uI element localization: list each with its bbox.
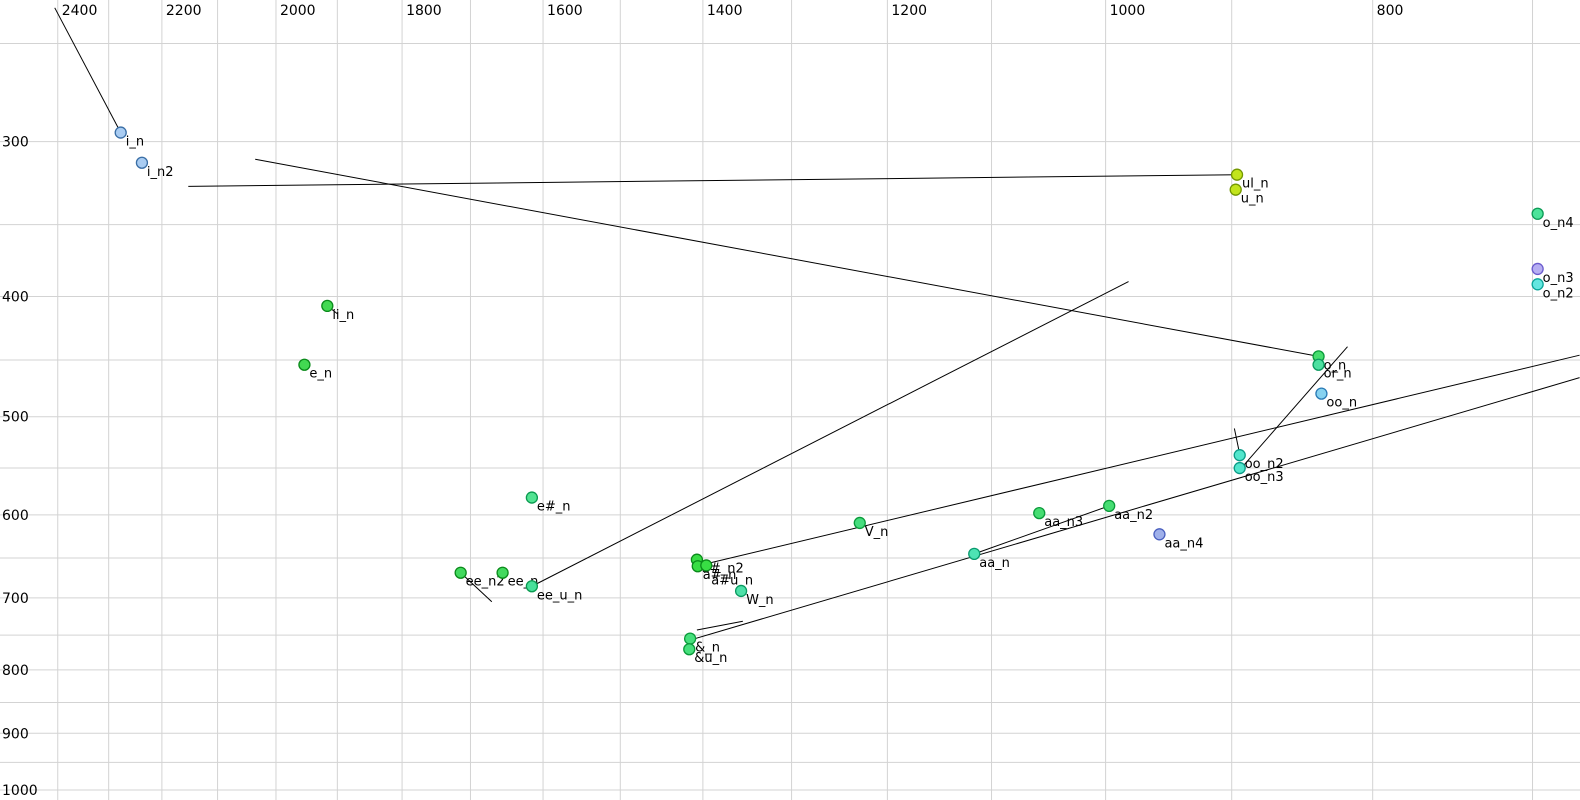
data-point-ee_n[interactable] (496, 566, 509, 579)
point-label: oo_n (1326, 396, 1357, 411)
y-tick-label: 1000 (2, 783, 38, 799)
data-point-aa_n[interactable] (968, 547, 981, 561)
data-point-i_n[interactable] (114, 126, 127, 139)
trajectory-line (188, 174, 1238, 187)
y-tick-label: 300 (2, 135, 29, 151)
data-point-ee_u_n[interactable] (525, 580, 539, 593)
trajectory-line (255, 158, 1319, 357)
point-label: V_n (865, 525, 889, 540)
x-tick-label: 1000 (1110, 3, 1146, 19)
data-point-o_n3[interactable] (1531, 262, 1544, 276)
point-label: ul_n (1242, 177, 1269, 192)
y-tick-label: 800 (2, 663, 29, 679)
data-point-aa_n2[interactable] (1103, 499, 1116, 513)
data-point-oo_n[interactable] (1315, 387, 1328, 400)
x-tick-label: 800 (1377, 3, 1404, 19)
trajectory-line (706, 354, 1580, 565)
data-point-oo_n2[interactable] (1233, 449, 1246, 462)
data-point-e#_n[interactable] (525, 491, 539, 504)
trajectory-line (974, 505, 1110, 555)
point-label: aa_n3 (1044, 515, 1083, 530)
data-point-ul_n[interactable] (1230, 168, 1244, 181)
y-tick-label: 600 (2, 508, 29, 524)
data-point-i_n2[interactable] (135, 156, 149, 169)
x-tick-label: 2400 (62, 3, 98, 19)
trajectory-lines (54, 7, 1580, 641)
point-label: o_n4 (1543, 216, 1574, 231)
x-tick-label: 2200 (166, 3, 202, 19)
point-label: aa_n2 (1114, 508, 1153, 523)
point-label: o_n3 (1543, 271, 1574, 286)
data-point-o_n4[interactable] (1531, 207, 1544, 220)
data-point-ee_n2[interactable] (454, 566, 467, 579)
point-label: oo_n3 (1245, 470, 1284, 485)
x-tick-label: 1400 (707, 3, 743, 19)
trajectory-line (1236, 346, 1348, 474)
axis-tick-labels: 2400 2200 2000 1800 1600 1400 1200 1000 800 300 40… (2, 3, 1403, 799)
data-point-o_n2[interactable] (1531, 278, 1544, 291)
point-label: ii_n (332, 308, 354, 323)
point-label: W_n (746, 593, 774, 608)
point-label: &_n (695, 641, 720, 656)
point-label: e_n (309, 367, 332, 382)
trajectory-line (689, 377, 1580, 641)
point-label: o_n (1324, 358, 1347, 373)
x-tick-label: 1800 (406, 3, 442, 19)
x-tick-label: 1600 (547, 3, 583, 19)
point-label: oo_n2 (1245, 457, 1284, 472)
point-label: ee_n2 (466, 575, 505, 590)
trajectory-line (54, 7, 122, 133)
point-label: &u_n (694, 651, 727, 666)
point-label: o_n2 (1543, 286, 1574, 301)
data-point-oo_n3[interactable] (1233, 461, 1246, 475)
data-point-e_n[interactable] (298, 358, 311, 371)
point-label: aa_n (979, 556, 1010, 571)
point-label: a#u_n (711, 573, 753, 588)
point-label: u_n (1241, 192, 1264, 207)
trajectory-line (531, 281, 1129, 587)
data-point-u_n[interactable] (1229, 183, 1242, 196)
x-tick-label: 2000 (280, 3, 316, 19)
point-label: i_n (126, 135, 144, 150)
point-label: ee_u_n (537, 588, 582, 603)
data-point-W_n[interactable] (734, 584, 748, 598)
point-label: i_n2 (147, 165, 174, 180)
data-point-ii_n[interactable] (321, 299, 334, 313)
data-point-&u_n[interactable] (683, 643, 696, 656)
point-label: or_n (1324, 367, 1352, 382)
data-point-or_n[interactable] (1312, 358, 1325, 371)
point-label: a#_n (703, 568, 737, 583)
data-point-V_n[interactable] (853, 516, 866, 530)
data-point-a#u_n[interactable] (700, 559, 713, 572)
trajectory-line (696, 620, 743, 631)
y-tick-label: 500 (2, 410, 29, 426)
data-points: i_ni_n2 ul_nu_n o_n4 o_n3o_n2 ii_n e_n o_nor_n… (114, 126, 1574, 666)
point-label: e#_n (537, 500, 571, 515)
data-point-&_n[interactable] (683, 632, 697, 645)
point-label: aa_n4 (1164, 536, 1203, 551)
y-tick-label: 700 (2, 591, 29, 607)
data-point-aa_n3[interactable] (1033, 506, 1046, 520)
x-tick-label: 1200 (891, 3, 927, 19)
y-tick-label: 900 (2, 726, 29, 742)
trajectory-line (460, 572, 493, 603)
y-tick-label: 400 (2, 290, 29, 306)
data-point-aa_n4[interactable] (1153, 528, 1166, 541)
